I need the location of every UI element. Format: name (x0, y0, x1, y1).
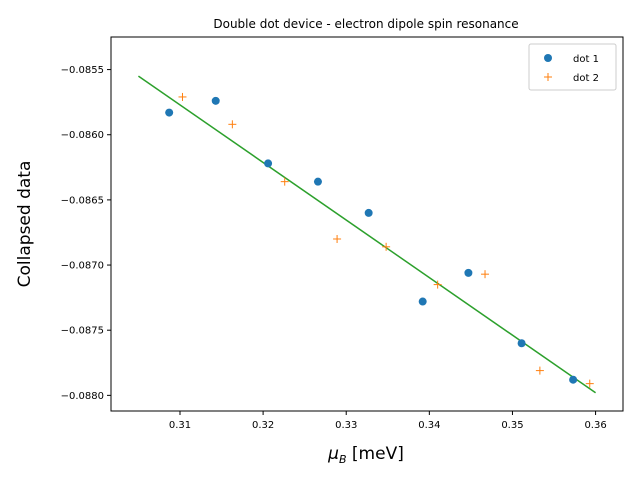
data-point-dot-1 (569, 375, 578, 384)
plot-frame (110, 36, 624, 412)
data-point-dot-1 (211, 96, 220, 105)
y-tick-label: −0.0870 (61, 261, 104, 272)
fit-line (138, 75, 596, 394)
data-point-dot-2 (280, 177, 289, 186)
data-point-dot-1 (165, 108, 174, 117)
legend-label-dot-2: dot 2 (573, 73, 599, 84)
y-tick-label: −0.0865 (61, 195, 104, 206)
data-point-dot-2 (535, 366, 544, 375)
data-point-dot-2 (585, 379, 594, 388)
x-axis-label: μB [meV] (327, 444, 404, 466)
x-tick-label: 0.33 (335, 420, 357, 431)
x-tick-label: 0.36 (584, 420, 606, 431)
x-tick-label: 0.34 (418, 420, 440, 431)
y-tick-label: −0.0855 (61, 65, 104, 76)
data-point-dot-2 (228, 120, 237, 129)
data-point-dot-1 (364, 208, 373, 217)
data-point-dot-1 (264, 159, 273, 168)
data-point-dot-2 (382, 242, 391, 251)
data-point-dot-2 (433, 280, 442, 289)
data-point-dot-1 (313, 177, 322, 186)
data-point-dot-2 (178, 92, 187, 101)
y-tick-label: −0.0875 (61, 326, 104, 337)
legend-marker-dot-1 (544, 54, 552, 62)
x-axis-label-rest: [meV] (347, 444, 404, 464)
data-point-dot-2 (481, 270, 490, 279)
x-tick-label: 0.31 (169, 420, 191, 431)
legend-label-dot-1: dot 1 (573, 54, 599, 65)
chart-title: Double dot device - electron dipole spin… (213, 17, 518, 31)
x-tick-label: 0.35 (501, 420, 523, 431)
x-tick-label: 0.32 (252, 420, 274, 431)
data-point-dot-1 (464, 268, 473, 277)
y-tick-label: −0.0860 (61, 130, 104, 141)
y-tick-label: −0.0880 (61, 391, 104, 402)
plot-area (138, 75, 596, 394)
data-point-dot-1 (418, 297, 427, 306)
data-point-dot-1 (517, 339, 526, 348)
data-point-dot-2 (333, 234, 342, 243)
legend-marker-dot-2 (544, 73, 552, 81)
legend: dot 1 dot 2 (528, 43, 617, 91)
y-axis-label: Collapsed data (15, 161, 35, 288)
